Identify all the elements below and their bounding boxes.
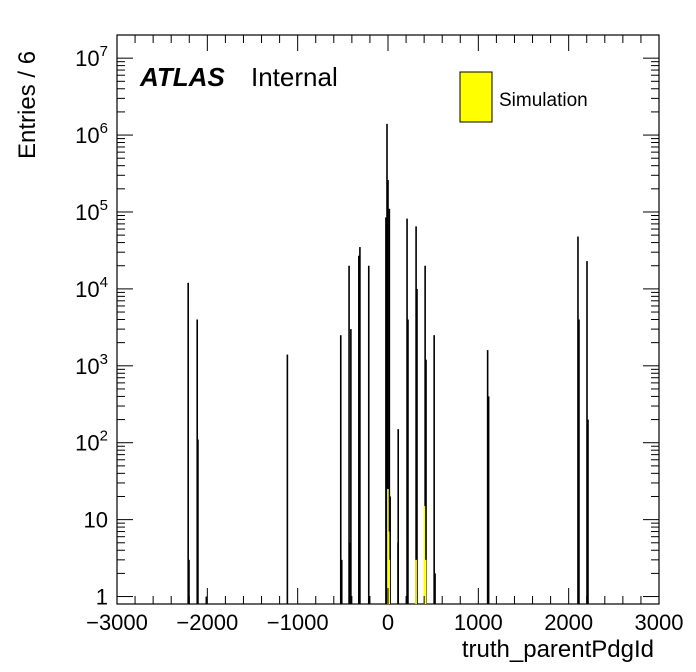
bin-bar (487, 396, 490, 604)
bin-bar (587, 419, 589, 604)
x-tick-label: −1000 (267, 610, 329, 635)
x-tick-label: −2000 (176, 610, 238, 635)
bin-bar (349, 542, 351, 604)
bin-bar (577, 236, 579, 604)
x-tick-label: 0 (382, 610, 394, 635)
bin-bar (188, 559, 190, 604)
x-tick-label: 1000 (454, 610, 503, 635)
y-axis-title: Entries / 6 (14, 51, 41, 159)
bin-bar (197, 439, 199, 604)
bin-bar (389, 496, 391, 604)
bin-bar (350, 329, 352, 604)
bin-bar (187, 282, 189, 604)
bin-bar (340, 559, 343, 604)
bin-bar (406, 218, 408, 604)
bin-bar (407, 319, 409, 604)
x-tick-label: 3000 (635, 610, 684, 635)
bin-bar (397, 429, 400, 604)
bin-bar (425, 359, 427, 604)
legend: Simulation (459, 71, 588, 123)
y-tick-label: 106 (75, 120, 108, 148)
histogram-bins (187, 123, 589, 604)
bin-bar (415, 226, 417, 604)
bin-bar (416, 288, 418, 604)
y-tick-label: 1 (96, 585, 108, 610)
bin-bar (386, 123, 388, 604)
bin-bar (358, 255, 360, 604)
y-tick-label: 102 (75, 428, 108, 456)
internal-label: Internal (251, 62, 338, 92)
bin-bar (434, 573, 436, 604)
x-tick-label: −3000 (86, 610, 148, 635)
y-tick-label: 105 (75, 197, 108, 225)
x-axis-ticks (116, 35, 660, 604)
bin-bar (433, 335, 435, 604)
y-tick-label: 107 (75, 43, 108, 71)
x-axis-tick-labels: −3000 −2000 −1000 0 1000 2000 3000 (86, 610, 683, 635)
bin-bar (388, 208, 391, 604)
bin-bar (339, 335, 342, 604)
bin-bar-simulation (388, 559, 391, 604)
bin-bar (367, 265, 370, 604)
bin-bar (424, 265, 426, 604)
y-tick-label: 103 (75, 351, 108, 379)
x-axis-title: truth_parentPdgId (462, 636, 654, 663)
legend-swatch-simulation (459, 71, 493, 123)
legend-label-simulation: Simulation (499, 90, 588, 111)
bin-bar (348, 265, 350, 604)
bin-bar (205, 596, 208, 604)
bin-bar (586, 261, 588, 604)
x-tick-label: 2000 (544, 610, 593, 635)
bin-bar (486, 350, 489, 604)
bin-bar-simulation (415, 559, 417, 604)
y-tick-label: 10 (84, 508, 108, 533)
bin-bar-simulation (423, 506, 426, 604)
atlas-label: ATLAS (139, 62, 225, 92)
bin-bar (359, 247, 361, 604)
bin-bar-simulation (424, 559, 427, 604)
y-axis-tick-labels: 1 10 102 103 104 105 106 107 (75, 43, 108, 609)
y-tick-label: 104 (75, 274, 108, 302)
bin-bar (385, 217, 387, 604)
bin-bar (387, 180, 389, 604)
bin-bar (578, 319, 580, 604)
y-axis-ticks (117, 34, 659, 598)
bin-bar (286, 354, 289, 604)
